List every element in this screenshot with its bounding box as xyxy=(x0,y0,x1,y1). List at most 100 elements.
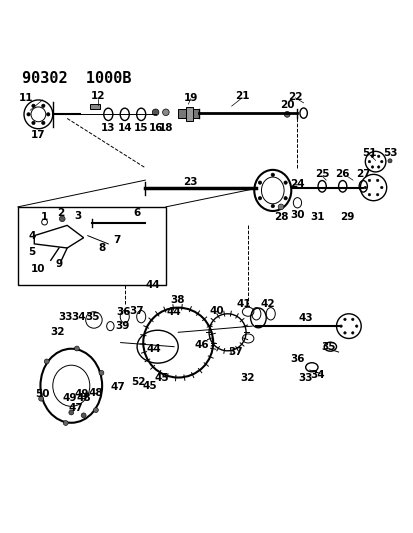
Text: 9: 9 xyxy=(55,260,62,270)
Circle shape xyxy=(377,166,379,168)
Text: 3: 3 xyxy=(74,211,81,221)
Bar xyxy=(178,109,198,118)
Circle shape xyxy=(99,370,104,375)
Text: 26: 26 xyxy=(335,169,349,180)
Text: 38: 38 xyxy=(170,295,184,305)
Text: 36: 36 xyxy=(116,306,130,317)
Text: 19: 19 xyxy=(183,93,197,103)
Text: 53: 53 xyxy=(382,148,396,158)
Text: 2: 2 xyxy=(57,208,64,218)
Circle shape xyxy=(343,332,345,334)
Text: 37: 37 xyxy=(128,305,143,316)
Circle shape xyxy=(367,179,370,182)
Text: 45: 45 xyxy=(142,381,157,391)
Circle shape xyxy=(278,204,283,210)
Text: 45: 45 xyxy=(154,373,169,383)
Circle shape xyxy=(74,346,79,351)
Text: 47: 47 xyxy=(68,403,83,414)
Text: 1: 1 xyxy=(41,212,48,222)
Text: 6: 6 xyxy=(133,208,140,218)
Text: 17: 17 xyxy=(31,130,45,140)
Text: 32: 32 xyxy=(50,327,64,337)
Circle shape xyxy=(370,166,373,168)
Circle shape xyxy=(339,325,342,327)
Text: 30: 30 xyxy=(290,210,304,220)
Text: 47: 47 xyxy=(110,382,125,392)
Circle shape xyxy=(367,193,370,196)
Circle shape xyxy=(377,155,379,158)
Text: 31: 31 xyxy=(310,212,325,222)
Circle shape xyxy=(162,109,169,116)
Text: 25: 25 xyxy=(314,169,329,180)
Circle shape xyxy=(367,160,370,163)
Circle shape xyxy=(271,173,274,176)
Text: 28: 28 xyxy=(273,212,287,222)
Text: 49: 49 xyxy=(63,393,77,403)
Text: 51: 51 xyxy=(361,148,376,158)
Circle shape xyxy=(258,181,261,184)
Text: 20: 20 xyxy=(279,100,294,110)
Circle shape xyxy=(47,112,50,116)
Text: 12: 12 xyxy=(90,91,105,101)
Circle shape xyxy=(38,396,43,401)
Text: 40: 40 xyxy=(209,305,224,316)
Text: 10: 10 xyxy=(31,264,45,274)
Circle shape xyxy=(42,121,45,125)
Bar xyxy=(90,104,100,109)
Circle shape xyxy=(59,216,65,222)
Text: 33: 33 xyxy=(298,373,312,383)
Circle shape xyxy=(283,181,287,184)
Circle shape xyxy=(27,112,30,116)
Circle shape xyxy=(343,318,345,320)
Text: 14: 14 xyxy=(117,123,132,133)
Text: 11: 11 xyxy=(19,93,33,103)
Circle shape xyxy=(380,160,382,163)
Circle shape xyxy=(42,104,45,108)
Text: 37: 37 xyxy=(228,346,242,357)
Circle shape xyxy=(375,193,378,196)
Circle shape xyxy=(351,318,353,320)
Circle shape xyxy=(351,332,353,334)
Text: 13: 13 xyxy=(101,123,115,133)
Text: 32: 32 xyxy=(240,373,254,383)
Circle shape xyxy=(152,109,159,116)
Circle shape xyxy=(32,104,35,108)
Text: 44: 44 xyxy=(166,306,181,317)
Text: 7: 7 xyxy=(113,235,120,245)
Text: 23: 23 xyxy=(183,177,197,187)
Circle shape xyxy=(69,410,74,415)
Text: 43: 43 xyxy=(298,313,312,323)
Circle shape xyxy=(44,359,49,364)
Text: 29: 29 xyxy=(339,212,353,222)
Circle shape xyxy=(63,421,68,425)
Text: 35: 35 xyxy=(320,342,335,352)
Text: 16: 16 xyxy=(148,123,162,133)
Circle shape xyxy=(32,121,35,125)
Circle shape xyxy=(258,197,261,200)
Text: 44: 44 xyxy=(146,344,161,354)
Text: 15: 15 xyxy=(134,123,148,133)
Text: 5: 5 xyxy=(28,247,36,257)
Text: 18: 18 xyxy=(158,123,173,133)
Bar xyxy=(186,107,192,120)
Text: 22: 22 xyxy=(287,92,302,102)
Circle shape xyxy=(375,179,378,182)
Circle shape xyxy=(355,325,357,327)
Circle shape xyxy=(81,413,86,418)
Text: 49: 49 xyxy=(75,389,89,399)
Text: 44: 44 xyxy=(145,280,160,290)
Text: 90302  1000B: 90302 1000B xyxy=(22,71,131,86)
Circle shape xyxy=(380,187,382,189)
Text: 48: 48 xyxy=(76,393,91,403)
Circle shape xyxy=(284,111,290,117)
Circle shape xyxy=(370,155,373,158)
Text: 8: 8 xyxy=(98,243,105,253)
Circle shape xyxy=(387,159,391,163)
Text: 35: 35 xyxy=(85,312,100,322)
Text: 34: 34 xyxy=(310,370,325,381)
Text: 48: 48 xyxy=(88,388,103,398)
Text: 33: 33 xyxy=(59,312,73,322)
Text: 50: 50 xyxy=(35,389,50,399)
Text: 46: 46 xyxy=(194,341,209,351)
Circle shape xyxy=(271,204,274,208)
